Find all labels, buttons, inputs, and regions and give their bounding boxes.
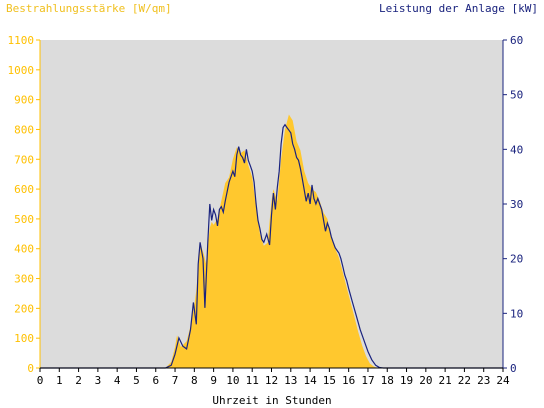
series-irradiance-area: [40, 114, 503, 368]
x-tick-label: 24: [496, 374, 510, 387]
y-left-tick-label: 1000: [8, 64, 35, 77]
x-tick-label: 16: [342, 374, 355, 387]
y-left-tick-label: 500: [14, 213, 34, 226]
y-left-tick-label: 600: [14, 183, 34, 196]
x-tick-label: 10: [226, 374, 239, 387]
x-tick-label: 4: [114, 374, 121, 387]
y-right-tick-label: 60: [510, 34, 523, 47]
series-layer: [40, 114, 503, 369]
x-tick-label: 23: [477, 374, 490, 387]
x-tick-label: 6: [152, 374, 159, 387]
y-right-tick-label: 50: [510, 89, 523, 102]
x-tick-label: 18: [381, 374, 394, 387]
x-tick-label: 22: [458, 374, 471, 387]
x-tick-label: 0: [37, 374, 44, 387]
y-left-tick-label: 200: [14, 302, 34, 315]
x-tick-label: 3: [95, 374, 102, 387]
x-tick-label: 19: [400, 374, 413, 387]
x-tick-label: 20: [419, 374, 432, 387]
y-left-tick-label: 0: [27, 362, 34, 375]
y-left-tick-label: 900: [14, 94, 34, 107]
y-right-tick-label: 0: [510, 362, 517, 375]
y-left-tick-label: 300: [14, 273, 34, 286]
y-right-tick-label: 10: [510, 307, 523, 320]
y-right-tick-label: 20: [510, 253, 523, 266]
x-tick-label: 2: [75, 374, 82, 387]
x-tick-label: 7: [172, 374, 179, 387]
x-tick-label: 1: [56, 374, 63, 387]
axis-layer: 0100200300400500600700800900100011000102…: [8, 34, 524, 387]
x-tick-label: 14: [303, 374, 317, 387]
x-tick-label: 17: [361, 374, 374, 387]
y-right-tick-label: 40: [510, 143, 523, 156]
x-tick-label: 8: [191, 374, 198, 387]
y-right-tick-label: 30: [510, 198, 523, 211]
series-power-line: [40, 123, 503, 369]
y-left-tick-label: 100: [14, 332, 34, 345]
y-left-tick-label: 800: [14, 123, 34, 136]
x-tick-label: 12: [265, 374, 278, 387]
x-tick-label: 21: [439, 374, 452, 387]
x-tick-label: 9: [210, 374, 217, 387]
x-tick-label: 13: [284, 374, 297, 387]
x-tick-label: 15: [323, 374, 336, 387]
right-axis-title: Leistung der Anlage [kW]: [379, 2, 538, 15]
x-tick-label: 11: [246, 374, 259, 387]
x-axis-title: Uhrzeit in Stunden: [212, 394, 332, 407]
x-tick-label: 5: [133, 374, 140, 387]
y-left-tick-label: 1100: [8, 34, 35, 47]
left-axis-title: Bestrahlungsstärke [W/qm]: [6, 2, 172, 15]
y-left-tick-label: 700: [14, 153, 34, 166]
y-left-tick-label: 400: [14, 243, 34, 256]
